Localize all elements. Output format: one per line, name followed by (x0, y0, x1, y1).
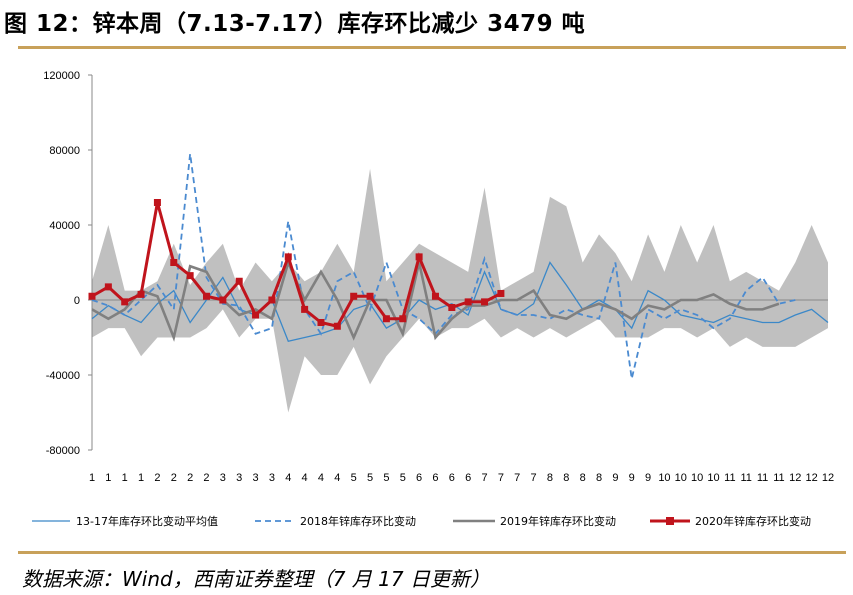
x-tick-label: 2 (154, 472, 160, 484)
x-tick-label: 7 (498, 472, 504, 484)
x-tick-label: 1 (138, 472, 144, 484)
x-tick-label: 8 (596, 472, 602, 484)
series-2020-marker (350, 292, 358, 300)
series-line-1 (91, 153, 796, 379)
chart-title: 图 12：锌本周（7.13-7.17）库存环比减少 3479 吨 (4, 11, 586, 37)
x-tick-label: 1 (105, 472, 111, 484)
y-tick-label: 80000 (49, 145, 80, 157)
x-tick-label: 12 (789, 472, 801, 484)
x-tick-label: 10 (707, 472, 719, 484)
bottom-rule (18, 551, 846, 554)
series-2020-marker (121, 298, 129, 306)
y-tick-label: -40000 (46, 370, 80, 382)
x-tick-label: 4 (302, 472, 308, 484)
series-2020-marker (170, 259, 178, 266)
x-tick-label: 5 (367, 472, 373, 484)
x-tick-label: 10 (658, 472, 670, 484)
legend-label-0: 13-17年库存环比变动平均值 (76, 514, 218, 528)
series-2020-marker (301, 305, 309, 313)
x-tick-label: 2 (187, 472, 193, 484)
series-2020-marker (202, 292, 210, 300)
y-tick-label: 120000 (43, 70, 80, 82)
x-tick-label: 8 (580, 472, 586, 484)
legend: 13-17年库存环比变动平均值 2018年锌库存环比变动 2019年锌库存环比变动 2… (32, 514, 811, 528)
x-tick-label: 6 (416, 472, 422, 484)
x-tick-label: 10 (691, 472, 703, 484)
x-tick-label: 6 (449, 472, 455, 484)
series-2020-marker (104, 283, 112, 291)
series-2020-marker (137, 290, 145, 298)
x-tick-label: 9 (629, 472, 635, 484)
x-tick-label: 3 (252, 472, 258, 484)
y-tick-label: 40000 (49, 220, 80, 232)
x-tick-label: 11 (757, 472, 768, 484)
series-2020-marker (382, 315, 390, 323)
range-band (92, 168, 828, 413)
series-2020-marker (481, 298, 489, 306)
series-2020-marker (235, 277, 243, 285)
series-2020-marker (415, 253, 423, 261)
series-2020-marker (366, 292, 374, 300)
band-layer (92, 168, 828, 413)
x-tick-label: 4 (285, 472, 291, 484)
x-tick-label: 7 (531, 472, 537, 484)
series-2020-marker (464, 298, 472, 306)
series-2020-marker (317, 319, 325, 326)
x-tick-label: 6 (465, 472, 471, 484)
legend-label-1: 2018年锌库存环比变动 (300, 514, 416, 528)
x-tick-label: 6 (432, 472, 438, 484)
y-tick-label: -80000 (46, 445, 80, 457)
series-2020-marker (88, 292, 96, 300)
x-tick-label: 5 (383, 472, 389, 484)
legend-marker (666, 517, 674, 525)
x-tick-label: 4 (318, 472, 324, 484)
series-2020-marker (333, 322, 341, 330)
y-tick-label: 0 (74, 295, 80, 307)
x-tick-label: 9 (612, 472, 618, 484)
x-tick-label: 2 (203, 472, 209, 484)
series-2020-marker (186, 272, 194, 280)
x-tick-label: 12 (822, 472, 834, 484)
series-2020-marker (284, 253, 292, 261)
series-2020-marker (219, 296, 227, 304)
series-2020-marker (268, 296, 276, 304)
x-tick-label: 3 (220, 472, 226, 484)
x-tick-label: 5 (351, 472, 357, 484)
x-tick-label: 1 (89, 472, 95, 484)
top-rule (18, 46, 846, 49)
legend-label-2: 2019年锌库存环比变动 (500, 514, 616, 528)
source-note: 数据来源：Wind，西南证券整理（7 月 17 日更新） (22, 567, 490, 591)
x-tick-label: 8 (547, 472, 553, 484)
series-2020-marker (252, 311, 260, 319)
x-tick-label: 4 (334, 472, 340, 484)
series-2020-marker (497, 289, 505, 297)
x-tick-label: 7 (481, 472, 487, 484)
series-2020-marker (399, 315, 407, 323)
series-2020-marker (153, 199, 161, 206)
series-line-3 (91, 202, 502, 328)
x-tick-label: 3 (269, 472, 275, 484)
x-tick-label: 8 (563, 472, 569, 484)
series-2020-marker (448, 304, 456, 311)
x-tick-label: 9 (645, 472, 651, 484)
series-line-2 (91, 258, 780, 342)
x-tick-label: 3 (236, 472, 242, 484)
x-tick-label: 1 (122, 472, 128, 484)
series-layer (88, 153, 829, 379)
x-tick-label: 10 (675, 472, 687, 484)
x-tick-label: 11 (724, 472, 735, 484)
x-tick-label: 7 (514, 472, 520, 484)
x-tick-label: 5 (400, 472, 406, 484)
legend-label-3: 2020年锌库存环比变动 (695, 514, 811, 528)
x-tick-label: 11 (773, 472, 784, 484)
series-2020-marker (431, 292, 439, 300)
x-tick-label: 12 (806, 472, 818, 484)
x-tick-label: 11 (741, 472, 752, 484)
x-tick-label: 2 (171, 472, 177, 484)
